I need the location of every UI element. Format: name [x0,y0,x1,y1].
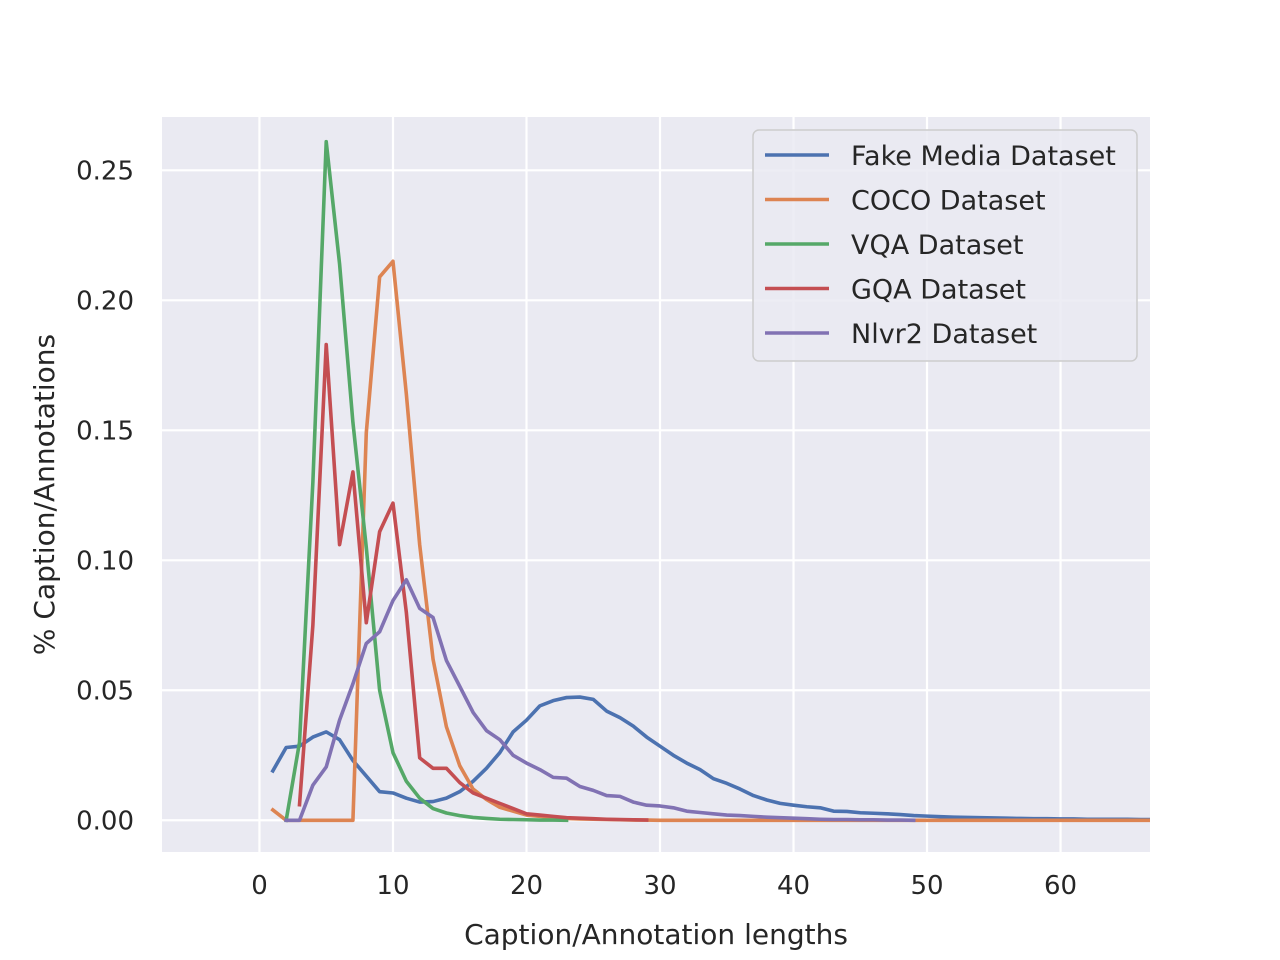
y-tick-label: 0.05 [76,676,134,706]
series-line-1 [270,259,1150,823]
y-axis-title: % Caption/Annotations [28,334,61,655]
legend-label: Nlvr2 Dataset [851,319,1037,350]
x-tick-label: 20 [510,871,543,901]
y-tick-label: 0.25 [76,156,134,186]
x-tick-label: 30 [643,871,676,901]
series-line-3 [297,342,649,822]
y-tick-label: 0.10 [76,546,134,576]
y-tick-label: 0.20 [76,286,134,316]
y-tick-label: 0.15 [76,416,134,446]
legend-label: COCO Dataset [851,186,1046,217]
legend-label: Fake Media Dataset [851,141,1116,172]
y-axis-ticks: 0.00 0.05 0.10 0.15 0.20 0.25 [76,156,134,836]
y-tick-label: 0.00 [76,806,134,836]
x-axis-title: Caption/Annotation lengths [464,918,848,951]
legend-label: VQA Dataset [851,230,1024,261]
series-line-4 [284,577,916,823]
x-tick-label: 10 [376,871,409,901]
legend: Fake Media Dataset COCO Dataset VQA Datase… [752,129,1138,362]
x-tick-label: 50 [910,871,943,901]
x-tick-label: 60 [1044,871,1077,901]
series-lines [270,139,1150,823]
legend-box [752,129,1138,362]
x-tick-label: 0 [251,871,268,901]
x-axis-ticks: 0 10 20 30 40 50 60 [251,871,1077,901]
series-line-2 [284,139,569,823]
series-line-0 [270,695,1150,822]
legend-label: GQA Dataset [851,275,1026,306]
x-tick-label: 40 [777,871,810,901]
